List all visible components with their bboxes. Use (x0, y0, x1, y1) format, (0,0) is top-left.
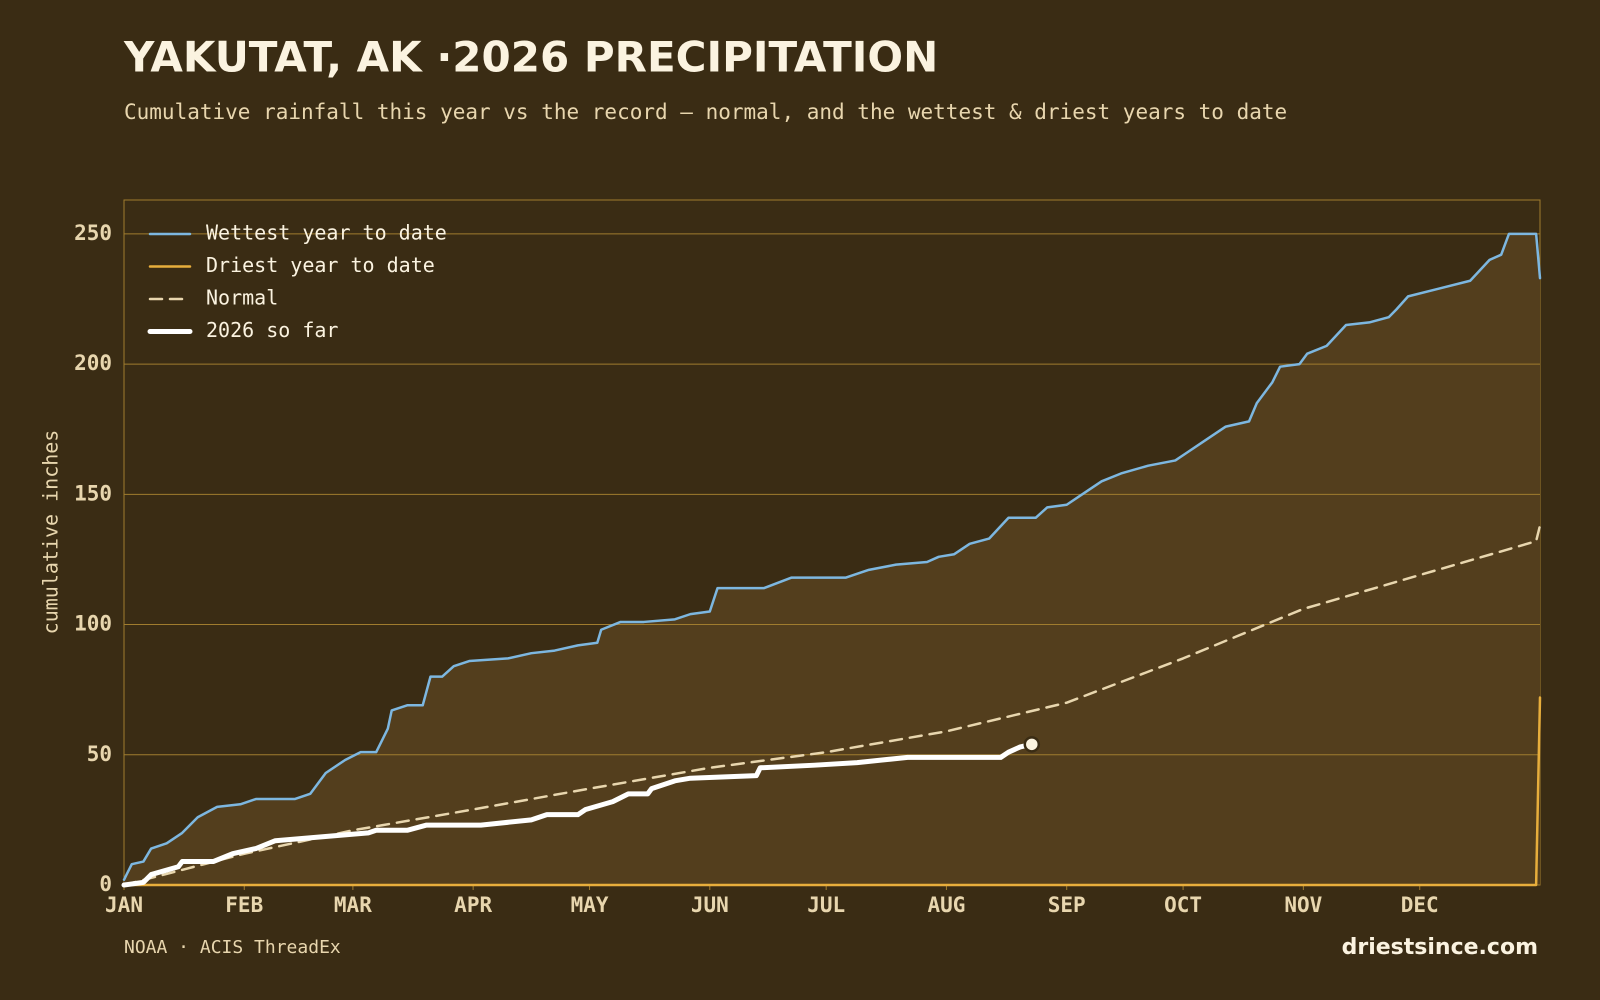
x-tick-label: SEP (1048, 893, 1086, 917)
y-tick-label: 100 (74, 612, 112, 636)
x-tick-label: MAY (571, 893, 609, 917)
y-axis-label: cumulative inches (39, 430, 63, 635)
x-tick-label: NOV (1284, 893, 1322, 917)
y-tick-label: 200 (74, 351, 112, 375)
series-line (121, 741, 1035, 888)
y-tick-label: 0 (99, 872, 112, 896)
y-tick-label: 150 (74, 481, 112, 505)
brand: driestsince.com (1342, 935, 1538, 960)
x-tick-label: APR (454, 893, 492, 917)
end-marker (1023, 736, 1041, 753)
series-line (122, 696, 1542, 887)
x-tick-label: AUG (927, 893, 965, 917)
legend-label: Driest year to date (206, 253, 435, 277)
x-tick-label: JUN (691, 893, 729, 917)
x-tick-label: MAR (334, 893, 372, 917)
legend: Wettest year to date Driest year to date N… (147, 221, 447, 342)
series-line (122, 232, 1542, 882)
chart-title: YAKUTAT, AK ·2026 PRECIPITATION (123, 33, 938, 82)
legend-label: Wettest year to date (206, 221, 447, 245)
chart-subtitle: Cumulative rainfall this year vs the rec… (124, 100, 1287, 124)
area (124, 233, 1540, 885)
source: NOAA · ACIS ThreadEx (124, 937, 341, 958)
x-tick-label: JUL (807, 893, 845, 917)
legend-label: 2026 so far (206, 318, 338, 342)
x-tick-label: JAN (105, 893, 143, 917)
y-tick-label: 250 (74, 221, 112, 245)
y-tick-label: 50 (87, 742, 112, 766)
x-tick-label: DEC (1401, 893, 1439, 917)
x-tick-label: OCT (1164, 893, 1202, 917)
legend-label: Normal (206, 286, 278, 310)
x-tick-label: FEB (225, 893, 263, 917)
